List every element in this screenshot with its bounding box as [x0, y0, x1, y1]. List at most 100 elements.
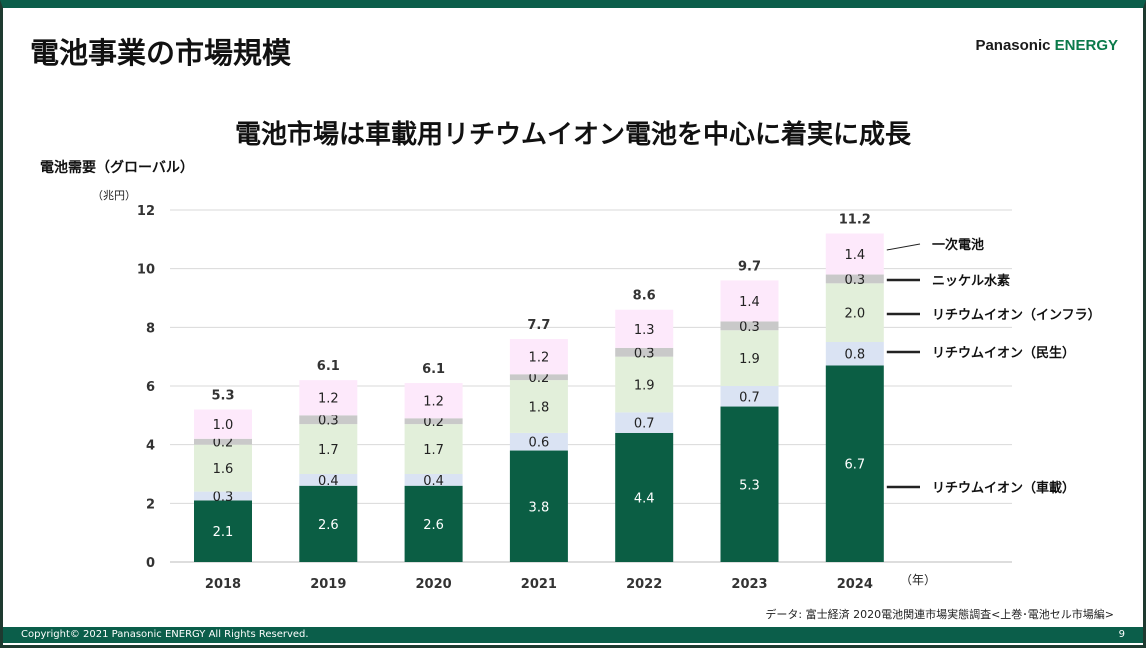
data-label: 0.2 [213, 436, 234, 451]
total-label: 7.7 [527, 318, 550, 333]
data-label: 1.7 [423, 443, 444, 458]
panasonic-energy-logo: Panasonic ENERGY [975, 37, 1118, 54]
bar-segment [404, 485, 463, 562]
data-label: 0.6 [529, 436, 550, 451]
data-label: 0.2 [529, 371, 550, 386]
bar-segment [299, 415, 358, 425]
bar-segment [194, 500, 252, 562]
data-label: 0.4 [318, 474, 339, 489]
data-label: 1.0 [213, 418, 234, 433]
total-label: 5.3 [211, 388, 234, 403]
bar-segment [404, 474, 463, 486]
y-axis-title: 電池需要（グローバル） [40, 160, 194, 176]
headline: 電池市場は車載用リチウムイオン電池を中心に着実に成長 [234, 120, 911, 150]
y-tick-label: 4 [146, 439, 155, 454]
bar-segment [825, 274, 884, 284]
legend-label: リチウムイオン（民生） [932, 345, 1075, 361]
legend-label: リチウムイオン（インフラ） [932, 307, 1101, 323]
y-tick-label: 0 [146, 556, 155, 571]
data-label: 1.9 [634, 379, 655, 394]
bar-segment [720, 321, 779, 331]
total-label: 6.1 [422, 362, 445, 377]
bar-segment [720, 406, 779, 562]
data-label: 0.3 [739, 320, 760, 335]
data-label: 0.7 [739, 390, 760, 405]
y-tick-label: 6 [146, 380, 155, 395]
bar-segment [194, 491, 252, 501]
data-label: 1.4 [844, 248, 865, 263]
footer-bar: Copyright© 2021 Panasonic ENERGY All Rig… [3, 627, 1143, 643]
data-source: データ: 富士経済 2020電池関連市場実態調査<上巻･電池セル市場編> [765, 608, 1114, 621]
data-label: 1.2 [318, 392, 339, 407]
data-label: 0.8 [844, 348, 865, 363]
x-tick-label: 2018 [205, 577, 241, 592]
data-label: 0.3 [844, 273, 865, 288]
bar-segment [509, 339, 568, 375]
data-label: 0.2 [423, 415, 444, 430]
total-label: 9.7 [738, 259, 761, 274]
data-label: 0.3 [634, 346, 655, 361]
data-label: 1.8 [529, 401, 550, 416]
data-label: 1.2 [529, 351, 550, 366]
total-label: 8.6 [633, 289, 656, 304]
data-label: 6.7 [844, 458, 865, 473]
bar-segment [404, 383, 463, 419]
bar-segment [509, 432, 568, 451]
x-tick-label: 2024 [837, 577, 873, 592]
y-tick-label: 12 [137, 204, 155, 219]
data-label: 2.1 [213, 525, 234, 540]
y-tick-label: 8 [146, 321, 155, 336]
bar-segment [509, 380, 568, 433]
total-label: 11.2 [839, 212, 871, 227]
x-tick-label: 2020 [416, 577, 452, 592]
y-tick-label: 10 [137, 263, 155, 278]
bar-segment [299, 424, 358, 474]
y-axis-unit: （兆円） [92, 189, 136, 202]
leader-line [886, 243, 921, 251]
bar-segment [825, 233, 884, 275]
x-tick-label: 2022 [626, 577, 662, 592]
legend-label: リチウムイオン（車載） [932, 480, 1075, 496]
bar-segment [299, 474, 358, 486]
data-label: 0.4 [423, 474, 444, 489]
bar-segment [720, 280, 779, 322]
legend-label: ニッケル水素 [932, 273, 1010, 289]
data-label: 2.6 [423, 518, 444, 533]
data-label: 1.4 [739, 295, 760, 310]
bar-segment [825, 365, 884, 562]
bar-segment [615, 356, 674, 413]
total-label: 6.1 [317, 359, 340, 374]
data-label: 0.3 [213, 490, 234, 505]
data-label: 1.9 [739, 352, 760, 367]
legend-label: 一次電池 [932, 237, 984, 253]
data-label: 4.4 [634, 491, 655, 506]
bar-segment [404, 418, 463, 425]
data-label: 0.7 [634, 417, 655, 432]
bar-segment [404, 424, 463, 474]
slide-title: 電池事業の市場規模 [30, 36, 292, 70]
data-label: 0.3 [318, 414, 339, 429]
bar-segment [825, 283, 884, 342]
x-tick-label: 2021 [521, 577, 557, 592]
bar-segment [825, 342, 884, 366]
data-label: 3.8 [529, 500, 550, 515]
bar-segment [615, 309, 674, 348]
page-number: 9 [1118, 629, 1125, 640]
bar-segment [720, 386, 779, 407]
data-label: 1.3 [634, 323, 655, 338]
bar-segment [194, 438, 252, 445]
data-label: 1.7 [318, 443, 339, 458]
data-label: 5.3 [739, 478, 760, 493]
bar-segment [299, 380, 358, 416]
data-label: 2.6 [318, 518, 339, 533]
x-tick-label: 2023 [731, 577, 767, 592]
bar-segment [194, 409, 252, 439]
data-label: 1.6 [213, 462, 234, 477]
data-label: 2.0 [844, 307, 865, 322]
y-tick-label: 2 [146, 497, 155, 512]
bar-segment [509, 374, 568, 381]
bar-segment [194, 444, 252, 492]
bar-segment [615, 412, 674, 433]
